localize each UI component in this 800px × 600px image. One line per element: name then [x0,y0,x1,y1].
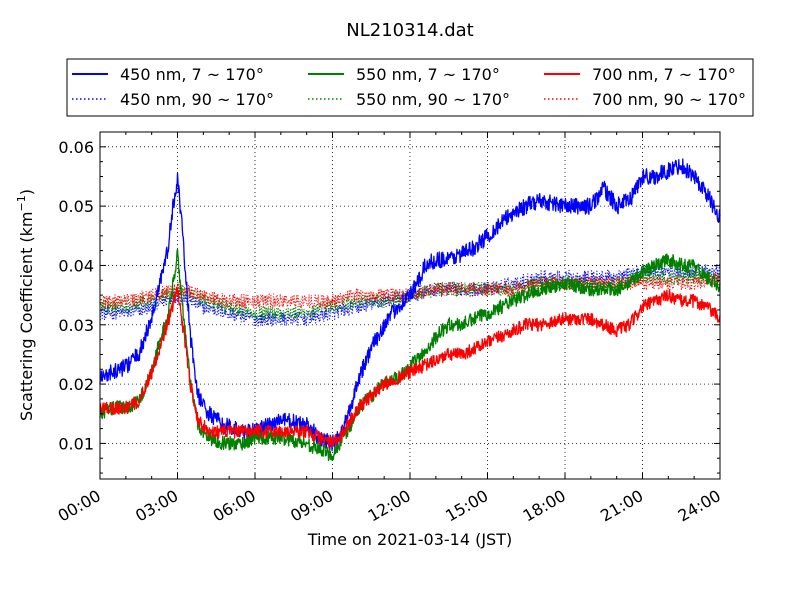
y-axis-label-main: Scattering Coefficient (km [17,211,36,421]
series-line [99,158,721,452]
y-axis-label: Scattering Coefficient (km−1) [15,189,36,421]
series-line [99,286,721,449]
legend-label: 450 nm, 90 ~ 170° [120,90,274,109]
y-tick-label: 0.01 [58,434,94,453]
y-axis-label-close: ) [17,189,36,195]
plot-series [99,158,721,462]
y-axis-label-exponent: −1 [15,195,28,211]
legend: 450 nm, 7 ~ 170° 450 nm, 90 ~ 170° 550 nm,… [66,58,754,117]
series-line [99,263,721,327]
y-axis-ticks: 0.01 0.02 0.03 0.04 0.05 0.06 [58,138,720,474]
x-axis-label: Time on 2021-03-14 (JST) [307,530,512,549]
legend-label: 550 nm, 7 ~ 170° [356,65,500,84]
y-tick-label: 0.05 [58,197,94,216]
legend-label: 550 nm, 90 ~ 170° [356,90,510,109]
y-tick-label: 0.06 [58,138,94,157]
legend-label: 450 nm, 7 ~ 170° [120,65,264,84]
chart-title: NL210314.dat [346,20,473,41]
y-tick-label: 0.03 [58,316,94,335]
legend-label: 700 nm, 90 ~ 170° [592,90,746,109]
y-tick-label: 0.04 [58,256,94,275]
legend-box [66,58,754,117]
y-tick-label: 0.02 [58,375,94,394]
legend-label: 700 nm, 7 ~ 170° [592,65,736,84]
